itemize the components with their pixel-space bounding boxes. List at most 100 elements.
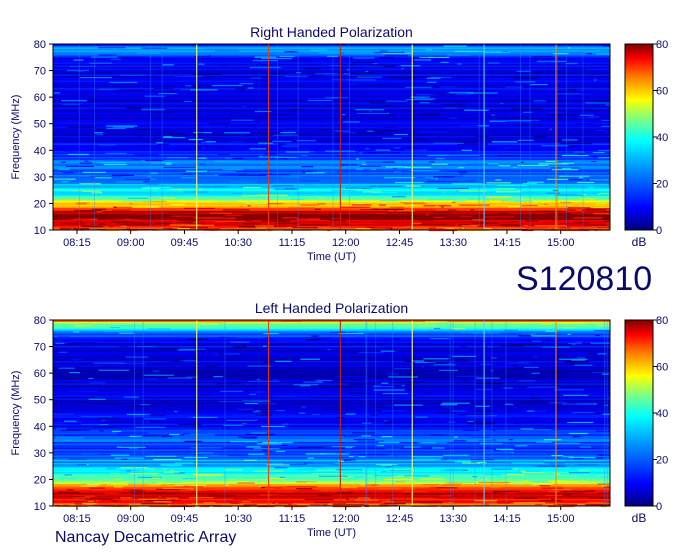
signal-speckle: [54, 180, 73, 182]
signal-speckle: [442, 191, 446, 193]
signal-speckle: [243, 504, 257, 506]
signal-speckle: [446, 93, 473, 95]
signal-speckle: [282, 130, 298, 132]
frequency-band: [53, 129, 610, 132]
signal-speckle: [54, 412, 72, 414]
frequency-band: [53, 353, 610, 355]
signal-speckle: [500, 102, 504, 105]
signal-speckle: [527, 181, 545, 183]
signal-speckle: [142, 200, 167, 203]
frequency-band: [53, 350, 610, 352]
frequency-band: [53, 492, 610, 495]
signal-speckle: [533, 136, 547, 138]
signal-speckle: [436, 227, 459, 229]
signal-speckle: [459, 220, 487, 222]
signal-speckle: [438, 71, 455, 73]
signal-speckle: [200, 225, 211, 228]
frequency-band: [53, 413, 610, 415]
signal-speckle: [353, 438, 375, 441]
signal-speckle: [395, 481, 405, 483]
signal-speckle: [172, 162, 200, 164]
signal-speckle: [428, 227, 444, 230]
signal-speckle: [513, 502, 546, 504]
signal-speckle: [524, 366, 539, 369]
signal-speckle: [167, 211, 195, 213]
signal-speckle: [535, 503, 543, 506]
signal-speckle: [418, 219, 433, 222]
signal-speckle: [231, 157, 243, 160]
frequency-band: [53, 68, 610, 70]
signal-speckle: [470, 458, 494, 461]
signal-speckle: [135, 426, 166, 428]
signal-speckle: [246, 446, 261, 448]
signal-speckle: [507, 397, 527, 399]
signal-speckle: [509, 215, 532, 218]
signal-speckle: [110, 472, 120, 475]
x-tick-label: 09:00: [117, 237, 145, 249]
frequency-band: [53, 90, 610, 93]
frequency-band: [53, 168, 610, 171]
signal-speckle: [430, 338, 449, 340]
signal-speckle: [344, 459, 356, 461]
signal-speckle: [482, 503, 489, 505]
signal-speckle: [60, 478, 75, 480]
signal-speckle: [316, 469, 341, 471]
signal-speckle: [105, 152, 127, 155]
signal-speckle: [355, 132, 384, 134]
signal-speckle: [596, 457, 604, 459]
signal-speckle: [264, 153, 278, 155]
frequency-band: [53, 377, 610, 379]
signal-speckle: [60, 223, 82, 225]
signal-speckle: [260, 487, 266, 489]
signal-speckle: [128, 447, 138, 449]
signal-speckle: [241, 501, 251, 503]
signal-speckle: [488, 78, 502, 80]
signal-speckle: [561, 154, 589, 157]
frequency-band: [53, 182, 610, 184]
signal-speckle: [69, 372, 80, 374]
signal-speckle: [255, 414, 273, 416]
signal-speckle: [69, 495, 85, 498]
signal-speckle: [80, 204, 88, 206]
signal-speckle: [382, 126, 397, 128]
signal-speckle: [590, 218, 610, 220]
signal-speckle: [282, 224, 295, 226]
signal-speckle: [551, 498, 554, 501]
signal-speckle: [125, 218, 132, 221]
signal-speckle: [556, 221, 574, 223]
signal-speckle: [146, 470, 174, 472]
signal-speckle: [247, 365, 272, 367]
signal-speckle: [433, 142, 464, 144]
signal-speckle: [356, 482, 372, 484]
signal-speckle: [559, 490, 568, 493]
signal-speckle: [533, 427, 552, 430]
signal-speckle: [592, 152, 605, 154]
signal-speckle: [487, 133, 513, 135]
signal-speckle: [569, 51, 583, 53]
signal-speckle: [558, 175, 589, 177]
signal-speckle: [313, 218, 330, 220]
signal-speckle: [136, 213, 150, 215]
signal-speckle: [245, 216, 257, 218]
signal-speckle: [100, 213, 128, 216]
signal-speckle: [72, 331, 80, 333]
signal-speckle: [381, 491, 385, 493]
signal-speckle: [448, 91, 474, 94]
signal-speckle: [549, 205, 578, 208]
signal-speckle: [114, 486, 123, 488]
signal-speckle: [573, 106, 580, 108]
signal-speckle: [309, 151, 327, 153]
signal-speckle: [567, 495, 600, 497]
signal-speckle: [378, 441, 400, 444]
signal-speckle: [217, 154, 230, 156]
signal-speckle: [67, 69, 89, 72]
signal-speckle: [395, 495, 410, 497]
frequency-band: [53, 165, 610, 168]
signal-speckle: [443, 454, 469, 456]
signal-speckle: [426, 77, 441, 79]
signal-speckle: [385, 166, 408, 168]
signal-speckle: [62, 103, 80, 105]
signal-speckle: [598, 454, 610, 456]
signal-speckle: [383, 420, 388, 422]
plot-frame: [52, 43, 611, 231]
